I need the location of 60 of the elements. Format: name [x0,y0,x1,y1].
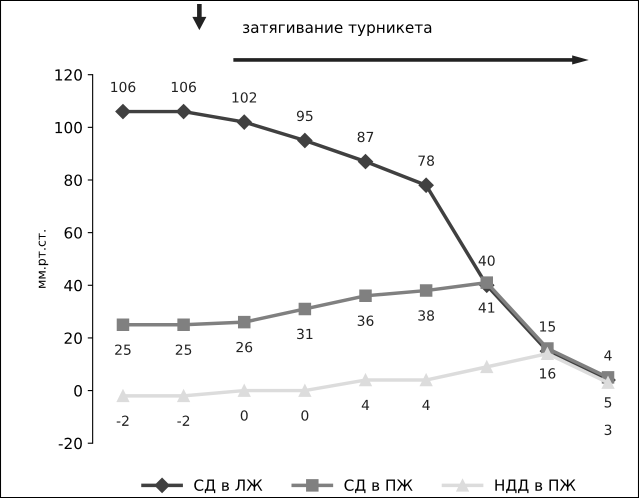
data-label: 102 [232,92,256,103]
y-tick-label: 80 [64,174,82,186]
y-tick-label: 0 [74,385,82,397]
point [298,384,312,397]
legend-label: СД в ПЖ [344,479,413,494]
legend-label: НДД в ПЖ [495,480,576,494]
point [297,132,312,148]
point [236,114,252,130]
data-label: 25 [176,344,192,355]
y-axis-title: мм.рт.ст. [38,230,48,288]
point [418,178,434,193]
point [116,390,130,402]
point [177,318,190,332]
data-label: 106 [111,82,136,92]
point [541,347,554,360]
data-label: 5 [604,397,612,408]
y-tick-label: 40 [64,280,82,292]
point [115,104,131,120]
point [177,390,190,402]
data-label: 15 [540,321,556,332]
y-tick-label: 60 [64,227,82,239]
data-label: 106 [172,82,196,92]
data-label: 3 [604,424,612,436]
data-label: 38 [418,310,434,321]
text: затягивание турникета [243,24,432,36]
data-label: 31 [297,328,312,340]
point [359,374,372,386]
legend-label: СД в ЛЖ [194,479,262,494]
point [298,302,312,316]
point [480,276,494,289]
point [602,376,614,389]
data-label: 26 [236,342,252,352]
data-label: 4 [362,400,370,410]
data-label: 36 [358,316,374,326]
data-label: 4 [422,400,430,410]
point [358,154,374,170]
point [420,284,432,297]
y-tick-label: 120 [55,69,82,81]
y-tick-label: 20 [64,332,82,344]
point [176,104,192,120]
point [238,384,250,397]
y-tick-label: 100 [55,122,82,134]
data-label: 41 [478,302,494,313]
data-label: 87 [358,132,374,142]
point [480,360,494,374]
data-label: -2 [116,416,129,426]
data-label: 0 [301,410,308,421]
data-label: -2 [177,416,190,426]
point [359,290,372,302]
y-tick-label: -20 [58,438,82,450]
point [238,316,250,328]
data-label: 16 [540,368,556,379]
data-label: 78 [418,155,434,166]
data-label: 95 [296,110,312,122]
point [420,374,432,386]
point [116,318,130,332]
data-label: 25 [115,344,131,355]
data-label: 4 [604,350,612,360]
data-label: 40 [478,255,495,266]
data-label: 0 [240,410,248,421]
